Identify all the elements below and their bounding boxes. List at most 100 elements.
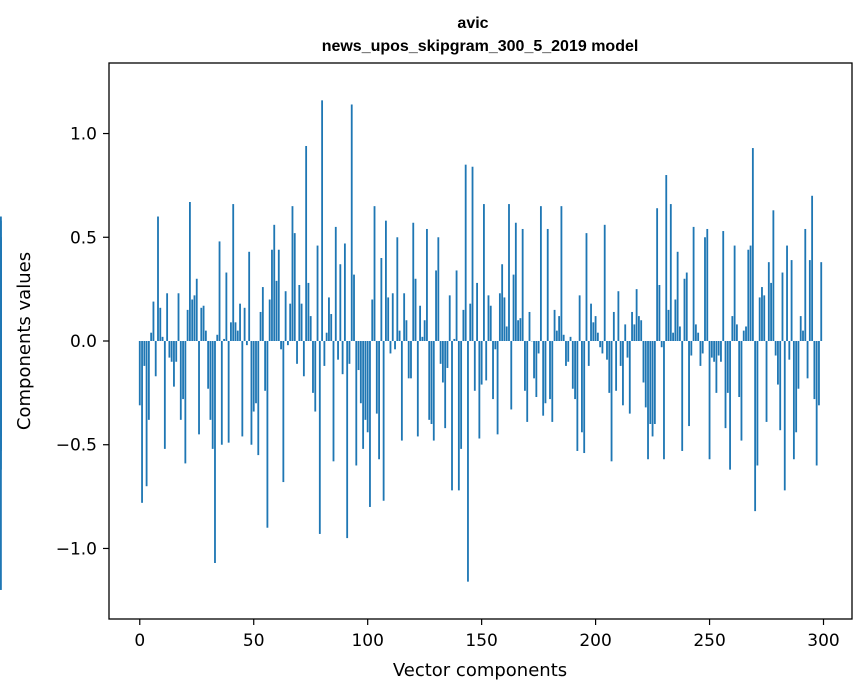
bar-30 [207,341,210,389]
x-tick-label: 300 [807,631,839,651]
y-tick-label: −0.5 [56,436,97,456]
bar-125 [423,320,426,341]
bar-245 [697,332,700,341]
bar-154 [489,305,492,341]
bar-22 [189,202,191,341]
bar-166 [517,320,520,341]
bar-98 [362,341,365,449]
bar-263 [738,341,741,398]
bar-62 [280,341,282,350]
bar-31 [209,341,212,420]
bar-236 [676,251,679,341]
bar-65 [287,341,289,346]
x-tick-label: 0 [134,631,145,651]
y-tick-label: 0.0 [70,332,97,352]
bar-103 [373,206,376,341]
bar-193 [578,295,581,341]
bar-233 [669,204,672,341]
bar-72 [302,341,305,377]
bar-185 [560,206,563,341]
bar-67 [291,206,294,341]
bar-143 [464,164,467,341]
bar-274 [763,295,766,341]
bar-85 [332,341,335,462]
bar-44 [239,303,241,341]
bar-32 [211,341,214,449]
bar-68 [293,233,296,341]
bar-102 [371,299,374,341]
bar-78 [316,245,319,341]
bar-294 [808,260,811,341]
bar-76 [312,341,314,393]
bar-201 [596,332,599,341]
bar-254 [717,341,720,356]
bar-278 [772,210,775,341]
bar-83 [328,297,330,341]
bar-176 [539,206,542,341]
bar-104 [375,341,378,414]
bar-204 [603,224,606,341]
bar-155 [492,341,494,400]
bar-107 [382,341,385,501]
bar-95 [355,341,358,466]
bar-88 [339,264,342,341]
bar-297 [815,341,818,466]
bar-232 [667,309,670,341]
bar-290 [799,316,802,341]
bar-86 [334,226,337,341]
bar-173 [533,341,535,379]
bar-119 [410,341,412,379]
plot-frame [108,62,853,620]
bar-129 [432,341,435,441]
bar-38 [225,272,228,341]
bar-122 [416,341,419,437]
x-tick-label: 50 [243,631,265,651]
bar-139 [455,270,458,341]
bar-273 [761,287,763,341]
bar-277 [770,282,772,341]
bar-255 [720,341,722,362]
bar-0 [138,341,141,406]
bar-175 [537,341,540,354]
bar-21 [186,309,189,341]
bar-128 [430,341,433,424]
bar-281 [779,341,782,431]
bar-123 [419,305,422,341]
bar-192 [576,341,579,451]
bar-248 [704,237,706,341]
bar-259 [729,341,731,470]
bar-101 [369,341,371,507]
bar-224 [649,341,652,424]
bar-202 [599,341,602,348]
bar-148 [476,282,478,341]
bar-17 [177,293,180,341]
bar-280 [777,341,779,385]
bar-46 [243,307,246,341]
bar-275 [765,341,768,422]
bar-159 [501,264,504,341]
bar-36 [220,341,223,445]
bar-151 [483,204,485,341]
bar-141 [460,341,463,449]
bar-206 [608,341,611,393]
bar-237 [679,326,681,341]
bar-131 [437,237,440,341]
bar-145 [469,303,472,341]
bar-94 [353,274,355,341]
bar-184 [558,316,561,341]
bar-198 [590,303,592,341]
bar-70 [298,284,301,341]
bar-299 [820,262,823,341]
bar-91 [346,341,349,539]
bar-69 [296,341,298,364]
bar-55 [264,341,267,391]
bar-211 [619,341,622,366]
bar-208 [612,311,615,341]
bar-226 [653,341,656,424]
bar-29 [204,330,207,341]
bar-288 [795,341,798,433]
bar-4 [147,341,150,420]
bar-189 [569,336,572,341]
bar-19 [182,341,184,400]
